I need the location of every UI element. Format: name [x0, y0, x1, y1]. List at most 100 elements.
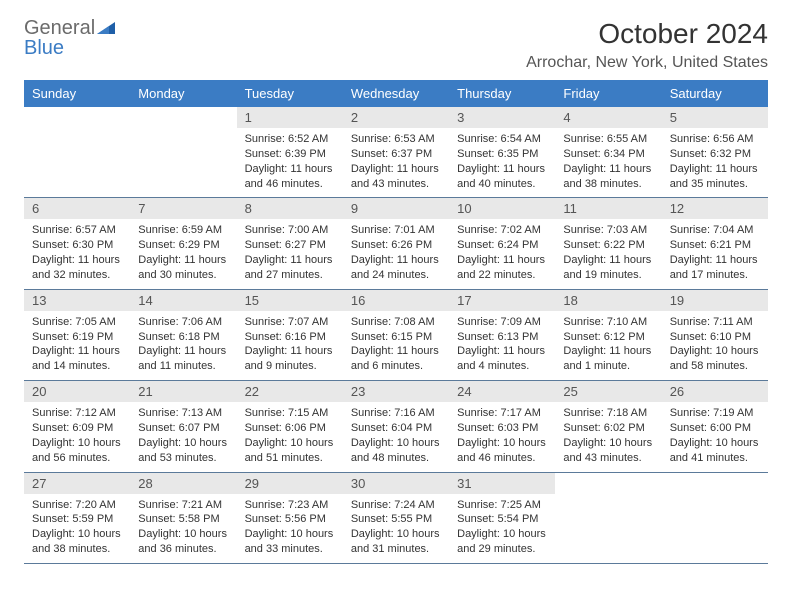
day-number: 6 — [24, 198, 130, 219]
day-details: Sunrise: 7:08 AMSunset: 6:15 PMDaylight:… — [343, 311, 449, 380]
title-block: October 2024 Arrochar, New York, United … — [526, 18, 768, 72]
calendar-cell: 8Sunrise: 7:00 AMSunset: 6:27 PMDaylight… — [237, 198, 343, 289]
location-text: Arrochar, New York, United States — [526, 54, 768, 72]
calendar-cell: 10Sunrise: 7:02 AMSunset: 6:24 PMDayligh… — [449, 198, 555, 289]
day-number: 11 — [555, 198, 661, 219]
calendar-body: 1Sunrise: 6:52 AMSunset: 6:39 PMDaylight… — [24, 107, 768, 563]
day-details: Sunrise: 7:20 AMSunset: 5:59 PMDaylight:… — [24, 494, 130, 563]
day-number: 23 — [343, 381, 449, 402]
day-number: 15 — [237, 290, 343, 311]
calendar-cell — [555, 472, 661, 563]
logo-word2: Blue — [24, 37, 64, 59]
weekday-header: Wednesday — [343, 80, 449, 107]
calendar-cell: 24Sunrise: 7:17 AMSunset: 6:03 PMDayligh… — [449, 381, 555, 472]
page-title: October 2024 — [526, 18, 768, 50]
calendar-cell: 27Sunrise: 7:20 AMSunset: 5:59 PMDayligh… — [24, 472, 130, 563]
day-number: 5 — [662, 107, 768, 128]
calendar-cell: 20Sunrise: 7:12 AMSunset: 6:09 PMDayligh… — [24, 381, 130, 472]
calendar-cell: 23Sunrise: 7:16 AMSunset: 6:04 PMDayligh… — [343, 381, 449, 472]
weekday-header-row: SundayMondayTuesdayWednesdayThursdayFrid… — [24, 80, 768, 107]
day-details: Sunrise: 7:18 AMSunset: 6:02 PMDaylight:… — [555, 402, 661, 471]
calendar-cell: 14Sunrise: 7:06 AMSunset: 6:18 PMDayligh… — [130, 289, 236, 380]
day-details: Sunrise: 7:17 AMSunset: 6:03 PMDaylight:… — [449, 402, 555, 471]
calendar-cell: 11Sunrise: 7:03 AMSunset: 6:22 PMDayligh… — [555, 198, 661, 289]
day-details: Sunrise: 6:56 AMSunset: 6:32 PMDaylight:… — [662, 128, 768, 197]
weekday-header: Thursday — [449, 80, 555, 107]
calendar-cell: 4Sunrise: 6:55 AMSunset: 6:34 PMDaylight… — [555, 107, 661, 198]
day-details: Sunrise: 6:52 AMSunset: 6:39 PMDaylight:… — [237, 128, 343, 197]
day-number: 18 — [555, 290, 661, 311]
header: General Blue October 2024 Arrochar, New … — [24, 18, 768, 72]
calendar-week-row: 6Sunrise: 6:57 AMSunset: 6:30 PMDaylight… — [24, 198, 768, 289]
day-details: Sunrise: 7:06 AMSunset: 6:18 PMDaylight:… — [130, 311, 236, 380]
day-number: 2 — [343, 107, 449, 128]
day-number: 24 — [449, 381, 555, 402]
day-details: Sunrise: 7:05 AMSunset: 6:19 PMDaylight:… — [24, 311, 130, 380]
calendar-week-row: 27Sunrise: 7:20 AMSunset: 5:59 PMDayligh… — [24, 472, 768, 563]
day-number: 30 — [343, 473, 449, 494]
calendar-cell: 2Sunrise: 6:53 AMSunset: 6:37 PMDaylight… — [343, 107, 449, 198]
day-details: Sunrise: 7:19 AMSunset: 6:00 PMDaylight:… — [662, 402, 768, 471]
calendar-cell: 28Sunrise: 7:21 AMSunset: 5:58 PMDayligh… — [130, 472, 236, 563]
calendar-cell: 18Sunrise: 7:10 AMSunset: 6:12 PMDayligh… — [555, 289, 661, 380]
day-details: Sunrise: 7:24 AMSunset: 5:55 PMDaylight:… — [343, 494, 449, 563]
day-number: 7 — [130, 198, 236, 219]
weekday-header: Friday — [555, 80, 661, 107]
calendar-cell: 3Sunrise: 6:54 AMSunset: 6:35 PMDaylight… — [449, 107, 555, 198]
calendar-cell: 19Sunrise: 7:11 AMSunset: 6:10 PMDayligh… — [662, 289, 768, 380]
weekday-header: Monday — [130, 80, 236, 107]
day-details: Sunrise: 6:53 AMSunset: 6:37 PMDaylight:… — [343, 128, 449, 197]
day-number: 12 — [662, 198, 768, 219]
day-details: Sunrise: 6:57 AMSunset: 6:30 PMDaylight:… — [24, 219, 130, 288]
calendar-week-row: 20Sunrise: 7:12 AMSunset: 6:09 PMDayligh… — [24, 381, 768, 472]
day-details: Sunrise: 6:55 AMSunset: 6:34 PMDaylight:… — [555, 128, 661, 197]
calendar-cell: 22Sunrise: 7:15 AMSunset: 6:06 PMDayligh… — [237, 381, 343, 472]
day-number: 19 — [662, 290, 768, 311]
day-details: Sunrise: 7:12 AMSunset: 6:09 PMDaylight:… — [24, 402, 130, 471]
day-number: 20 — [24, 381, 130, 402]
day-number: 27 — [24, 473, 130, 494]
day-number: 29 — [237, 473, 343, 494]
calendar-cell: 9Sunrise: 7:01 AMSunset: 6:26 PMDaylight… — [343, 198, 449, 289]
calendar-cell: 1Sunrise: 6:52 AMSunset: 6:39 PMDaylight… — [237, 107, 343, 198]
day-number: 25 — [555, 381, 661, 402]
day-number: 13 — [24, 290, 130, 311]
day-details: Sunrise: 7:04 AMSunset: 6:21 PMDaylight:… — [662, 219, 768, 288]
day-details: Sunrise: 7:09 AMSunset: 6:13 PMDaylight:… — [449, 311, 555, 380]
calendar-cell: 12Sunrise: 7:04 AMSunset: 6:21 PMDayligh… — [662, 198, 768, 289]
calendar-cell: 7Sunrise: 6:59 AMSunset: 6:29 PMDaylight… — [130, 198, 236, 289]
day-details: Sunrise: 7:03 AMSunset: 6:22 PMDaylight:… — [555, 219, 661, 288]
day-details: Sunrise: 7:25 AMSunset: 5:54 PMDaylight:… — [449, 494, 555, 563]
day-number: 10 — [449, 198, 555, 219]
day-number: 8 — [237, 198, 343, 219]
logo-triangle-icon — [97, 17, 115, 39]
day-details: Sunrise: 7:07 AMSunset: 6:16 PMDaylight:… — [237, 311, 343, 380]
day-details: Sunrise: 7:10 AMSunset: 6:12 PMDaylight:… — [555, 311, 661, 380]
calendar-cell: 29Sunrise: 7:23 AMSunset: 5:56 PMDayligh… — [237, 472, 343, 563]
weekday-header: Sunday — [24, 80, 130, 107]
calendar-cell — [662, 472, 768, 563]
day-number: 26 — [662, 381, 768, 402]
logo-word1: General — [24, 17, 95, 39]
calendar-cell: 13Sunrise: 7:05 AMSunset: 6:19 PMDayligh… — [24, 289, 130, 380]
day-number: 31 — [449, 473, 555, 494]
calendar-cell: 21Sunrise: 7:13 AMSunset: 6:07 PMDayligh… — [130, 381, 236, 472]
day-number: 28 — [130, 473, 236, 494]
day-details: Sunrise: 6:54 AMSunset: 6:35 PMDaylight:… — [449, 128, 555, 197]
day-number: 4 — [555, 107, 661, 128]
day-details: Sunrise: 7:01 AMSunset: 6:26 PMDaylight:… — [343, 219, 449, 288]
calendar-cell: 31Sunrise: 7:25 AMSunset: 5:54 PMDayligh… — [449, 472, 555, 563]
day-details: Sunrise: 7:02 AMSunset: 6:24 PMDaylight:… — [449, 219, 555, 288]
day-details: Sunrise: 6:59 AMSunset: 6:29 PMDaylight:… — [130, 219, 236, 288]
weekday-header: Tuesday — [237, 80, 343, 107]
day-number: 16 — [343, 290, 449, 311]
calendar-cell: 25Sunrise: 7:18 AMSunset: 6:02 PMDayligh… — [555, 381, 661, 472]
day-details: Sunrise: 7:00 AMSunset: 6:27 PMDaylight:… — [237, 219, 343, 288]
day-number: 17 — [449, 290, 555, 311]
calendar-week-row: 13Sunrise: 7:05 AMSunset: 6:19 PMDayligh… — [24, 289, 768, 380]
calendar-cell: 15Sunrise: 7:07 AMSunset: 6:16 PMDayligh… — [237, 289, 343, 380]
logo: General Blue — [24, 18, 115, 58]
day-details: Sunrise: 7:15 AMSunset: 6:06 PMDaylight:… — [237, 402, 343, 471]
calendar-cell: 26Sunrise: 7:19 AMSunset: 6:00 PMDayligh… — [662, 381, 768, 472]
calendar-cell: 16Sunrise: 7:08 AMSunset: 6:15 PMDayligh… — [343, 289, 449, 380]
